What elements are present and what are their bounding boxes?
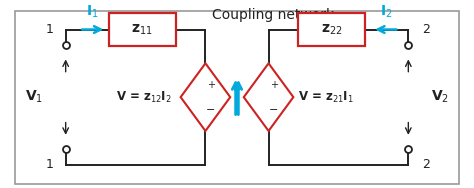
Text: V = z$_{12}$I$_2$: V = z$_{12}$I$_2$ — [116, 90, 172, 105]
FancyBboxPatch shape — [109, 13, 176, 46]
Text: 2: 2 — [422, 158, 430, 171]
Text: V$_1$: V$_1$ — [25, 89, 43, 105]
Text: 1: 1 — [46, 158, 54, 171]
Text: I$_1$: I$_1$ — [86, 3, 99, 20]
Text: −: − — [269, 105, 279, 115]
Polygon shape — [181, 63, 230, 131]
Text: 2: 2 — [422, 23, 430, 36]
Text: +: + — [207, 80, 215, 89]
Text: Coupling network: Coupling network — [212, 8, 334, 22]
Text: z$_{22}$: z$_{22}$ — [321, 22, 343, 37]
Text: +: + — [270, 80, 278, 89]
Text: V = z$_{21}$I$_1$: V = z$_{21}$I$_1$ — [298, 90, 354, 105]
FancyBboxPatch shape — [15, 11, 459, 184]
Polygon shape — [244, 63, 293, 131]
Text: z$_{11}$: z$_{11}$ — [131, 22, 153, 37]
Text: V$_2$: V$_2$ — [431, 89, 449, 105]
Text: 1: 1 — [46, 23, 54, 36]
Text: I$_2$: I$_2$ — [380, 3, 392, 20]
FancyBboxPatch shape — [298, 13, 365, 46]
Text: −: − — [206, 105, 216, 115]
